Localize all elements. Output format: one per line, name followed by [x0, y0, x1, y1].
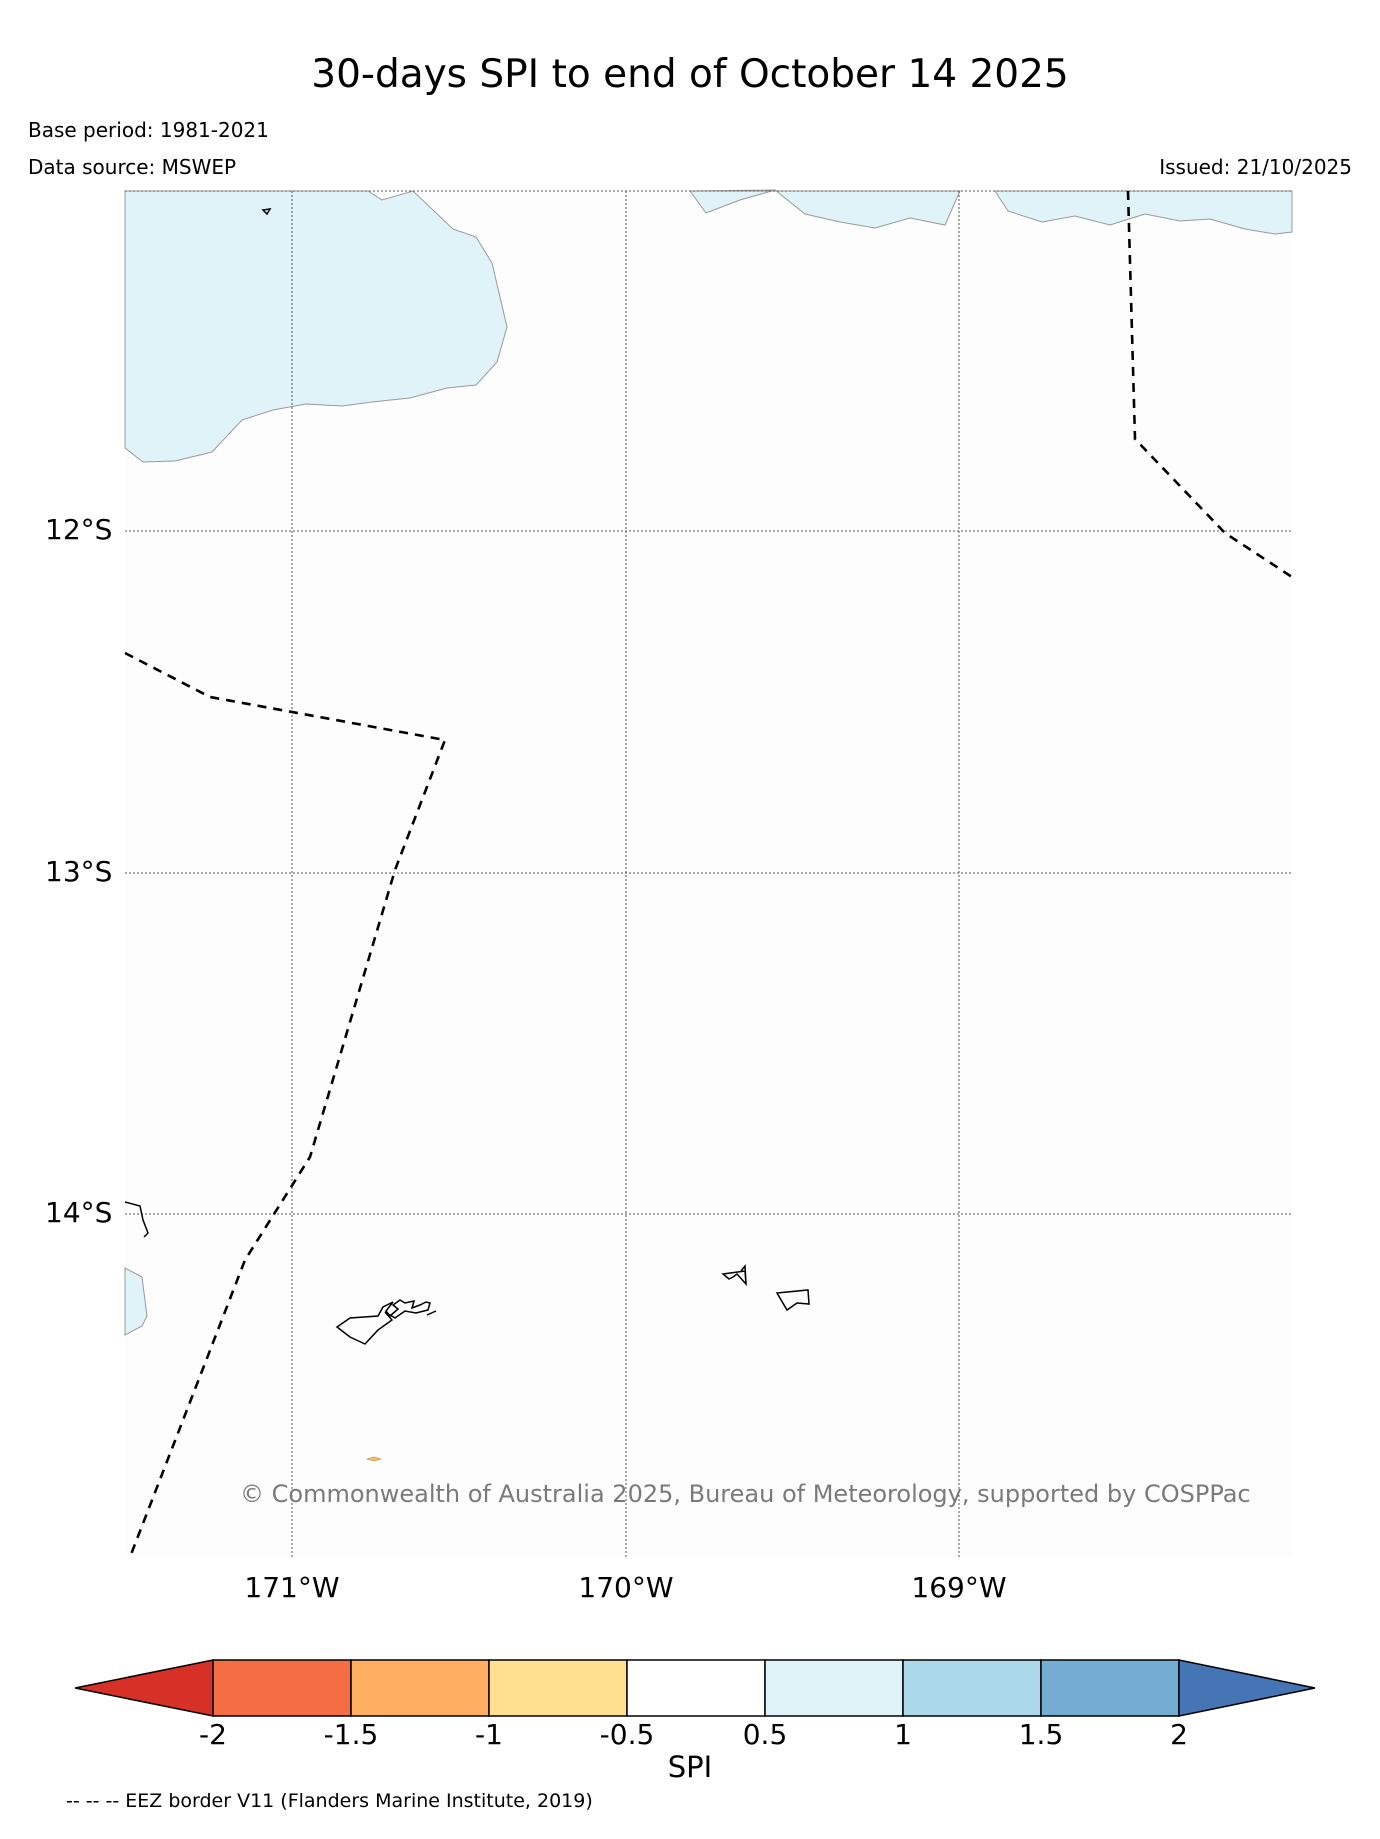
spi-region-northwest [124, 190, 508, 463]
colorbar-tick: -1.5 [323, 1718, 379, 1751]
graticule [125, 190, 1292, 1557]
spi-region-north-central [689, 189, 961, 229]
colorbar-tick: -1 [475, 1718, 503, 1751]
colorbar-bin-4 [626, 1659, 766, 1717]
colorbar-bin-1 [212, 1659, 352, 1717]
eez-border [124, 190, 1293, 1558]
map-frame [125, 191, 1292, 1557]
islet-north [261, 208, 272, 216]
copyright-notice: © Commonwealth of Australia 2025, Bureau… [240, 1480, 1251, 1508]
colorbar-tick: 1.5 [1018, 1718, 1064, 1751]
spi-region-west [124, 1267, 148, 1336]
colorbar-bin-5 [764, 1659, 904, 1717]
lon-label-171w: 171°W [244, 1571, 340, 1604]
issued-date: Issued: 21/10/2025 [1159, 155, 1352, 179]
colorbar-tick: 0.5 [742, 1718, 788, 1751]
colorbar-tick: 2 [1170, 1718, 1188, 1751]
lat-label-14s: 14°S [45, 1196, 113, 1229]
island-tutuila [335, 1299, 431, 1345]
islet-south [365, 1456, 383, 1462]
coastlines [124, 208, 810, 1345]
colorbar-bin-7 [1040, 1659, 1180, 1717]
colorbar-extend-low [74, 1659, 214, 1717]
base-period: Base period: 1981-2021 [28, 118, 269, 142]
colorbar-bin-6 [902, 1659, 1042, 1717]
eez-legend-note: -- -- -- EEZ border V11 (Flanders Marine… [66, 1790, 593, 1812]
island-tutuila-tip [426, 1310, 437, 1316]
colorbar-label: SPI [667, 1750, 713, 1784]
colorbar-bin-3 [488, 1659, 628, 1717]
spi-region-northeast [994, 190, 1293, 235]
colorbar-tick: -2 [199, 1718, 227, 1751]
colorbar-bin-2 [350, 1659, 490, 1717]
coast-west-fragment [124, 1201, 149, 1238]
lon-label-169w: 169°W [911, 1571, 1007, 1604]
lat-label-13s: 13°S [45, 855, 113, 888]
colorbar-tick: 1 [894, 1718, 912, 1751]
map-title: 30-days SPI to end of October 14 2025 [311, 52, 1069, 97]
colorbar [74, 1659, 1316, 1717]
colorbar-tick: -0.5 [599, 1718, 655, 1751]
colorbar-extend-high [1178, 1659, 1316, 1717]
lon-label-170w: 170°W [578, 1571, 674, 1604]
island-tau [775, 1289, 810, 1312]
data-source: Data source: MSWEP [28, 155, 237, 179]
island-ofu [721, 1264, 747, 1287]
lat-label-12s: 12°S [45, 513, 113, 546]
